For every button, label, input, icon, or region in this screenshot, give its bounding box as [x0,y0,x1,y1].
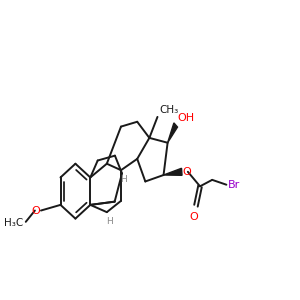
Text: H₃C: H₃C [4,218,24,228]
Text: Br: Br [227,180,240,190]
Text: O: O [183,167,192,177]
Text: OH: OH [178,113,195,123]
Polygon shape [168,123,178,143]
Text: CH₃: CH₃ [160,105,179,115]
Text: H: H [120,176,126,184]
Text: O: O [190,212,198,222]
Text: O: O [31,206,40,215]
Text: H: H [106,217,113,226]
Polygon shape [164,168,182,175]
